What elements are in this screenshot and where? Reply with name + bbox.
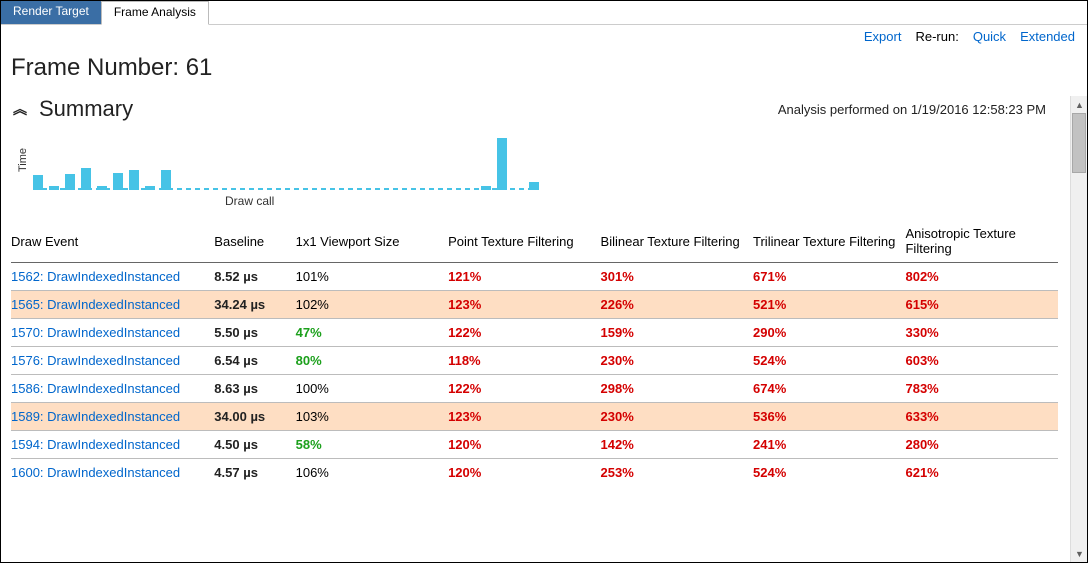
baseline-value: 34.00 µs — [214, 403, 295, 431]
percent-value: 671% — [753, 263, 905, 291]
page-title: Frame Number: 61 — [1, 48, 1087, 96]
percent-value: 524% — [753, 459, 905, 487]
content-panel: ︽ Summary Analysis performed on 1/19/201… — [1, 96, 1070, 562]
rerun-extended-link[interactable]: Extended — [1020, 29, 1075, 44]
percent-value: 123% — [448, 291, 600, 319]
rerun-label: Re-run: — [915, 29, 958, 44]
percent-value: 783% — [905, 375, 1058, 403]
percent-value: 122% — [448, 375, 600, 403]
percent-value: 524% — [753, 347, 905, 375]
percent-value: 118% — [448, 347, 600, 375]
table-row[interactable]: 1589: DrawIndexedInstanced 34.00 µs103%12… — [11, 403, 1058, 431]
chart-xlabel: Draw call — [15, 190, 1070, 216]
baseline-value: 8.63 µs — [214, 375, 295, 403]
draw-event-link[interactable]: 1570: DrawIndexedInstanced — [11, 325, 180, 340]
collapse-icon[interactable]: ︽ — [11, 104, 29, 114]
draw-event-link[interactable]: 1576: DrawIndexedInstanced — [11, 353, 180, 368]
percent-value: 280% — [905, 431, 1058, 459]
scroll-thumb[interactable] — [1072, 113, 1086, 173]
percent-value: 120% — [448, 459, 600, 487]
percent-value: 226% — [601, 291, 753, 319]
time-chart-svg — [29, 130, 539, 190]
baseline-value: 8.52 µs — [214, 263, 295, 291]
percent-value: 301% — [601, 263, 753, 291]
percent-value: 100% — [296, 375, 448, 403]
baseline-value: 4.50 µs — [214, 431, 295, 459]
percent-value: 103% — [296, 403, 448, 431]
table-row[interactable]: 1576: DrawIndexedInstanced 6.54 µs80%118%… — [11, 347, 1058, 375]
scroll-up-icon[interactable]: ▲ — [1071, 96, 1088, 113]
analysis-timestamp: Analysis performed on 1/19/2016 12:58:23… — [778, 102, 1046, 117]
percent-value: 120% — [448, 431, 600, 459]
percent-value: 121% — [448, 263, 600, 291]
tab-frame-analysis[interactable]: Frame Analysis — [101, 1, 209, 25]
column-header[interactable]: Trilinear Texture Filtering — [753, 220, 905, 263]
percent-value: 123% — [448, 403, 600, 431]
vertical-scrollbar[interactable]: ▲ ▼ — [1070, 96, 1087, 562]
percent-value: 536% — [753, 403, 905, 431]
column-header[interactable]: Draw Event — [11, 220, 214, 263]
baseline-value: 34.24 µs — [214, 291, 295, 319]
column-header[interactable]: 1x1 Viewport Size — [296, 220, 448, 263]
toolbar: Export Re-run: Quick Extended — [1, 25, 1087, 48]
percent-value: 298% — [601, 375, 753, 403]
percent-value: 230% — [601, 347, 753, 375]
baseline-value: 5.50 µs — [214, 319, 295, 347]
table-row[interactable]: 1586: DrawIndexedInstanced 8.63 µs100%122… — [11, 375, 1058, 403]
percent-value: 674% — [753, 375, 905, 403]
table-row[interactable]: 1565: DrawIndexedInstanced 34.24 µs102%12… — [11, 291, 1058, 319]
baseline-value: 6.54 µs — [214, 347, 295, 375]
draw-event-link[interactable]: 1589: DrawIndexedInstanced — [11, 409, 180, 424]
column-header[interactable]: Baseline — [214, 220, 295, 263]
percent-value: 122% — [448, 319, 600, 347]
scroll-down-icon[interactable]: ▼ — [1071, 545, 1088, 562]
table-row[interactable]: 1570: DrawIndexedInstanced 5.50 µs47%122%… — [11, 319, 1058, 347]
rerun-quick-link[interactable]: Quick — [973, 29, 1006, 44]
column-header[interactable]: Bilinear Texture Filtering — [601, 220, 753, 263]
summary-title: Summary — [39, 96, 133, 122]
export-link[interactable]: Export — [864, 29, 902, 44]
percent-value: 102% — [296, 291, 448, 319]
chart-ylabel: Time — [15, 130, 29, 190]
percent-value: 101% — [296, 263, 448, 291]
draw-event-link[interactable]: 1594: DrawIndexedInstanced — [11, 437, 180, 452]
table-row[interactable]: 1562: DrawIndexedInstanced 8.52 µs101%121… — [11, 263, 1058, 291]
percent-value: 633% — [905, 403, 1058, 431]
percent-value: 621% — [905, 459, 1058, 487]
tab-render-target[interactable]: Render Target — [1, 1, 101, 24]
percent-value: 802% — [905, 263, 1058, 291]
percent-value: 58% — [296, 431, 448, 459]
percent-value: 253% — [601, 459, 753, 487]
percent-value: 142% — [601, 431, 753, 459]
draw-event-link[interactable]: 1600: DrawIndexedInstanced — [11, 465, 180, 480]
percent-value: 603% — [905, 347, 1058, 375]
percent-value: 159% — [601, 319, 753, 347]
table-row[interactable]: 1600: DrawIndexedInstanced 4.57 µs106%120… — [11, 459, 1058, 487]
baseline-value: 4.57 µs — [214, 459, 295, 487]
percent-value: 47% — [296, 319, 448, 347]
draw-event-link[interactable]: 1565: DrawIndexedInstanced — [11, 297, 180, 312]
time-chart: Time Draw call — [11, 130, 1070, 216]
percent-value: 241% — [753, 431, 905, 459]
percent-value: 521% — [753, 291, 905, 319]
percent-value: 290% — [753, 319, 905, 347]
draw-event-link[interactable]: 1586: DrawIndexedInstanced — [11, 381, 180, 396]
draw-events-table: Draw EventBaseline1x1 Viewport SizePoint… — [11, 220, 1058, 486]
percent-value: 230% — [601, 403, 753, 431]
draw-event-link[interactable]: 1562: DrawIndexedInstanced — [11, 269, 180, 284]
percent-value: 615% — [905, 291, 1058, 319]
tab-bar: Render Target Frame Analysis — [1, 1, 1087, 25]
column-header[interactable]: Point Texture Filtering — [448, 220, 600, 263]
column-header[interactable]: Anisotropic Texture Filtering — [905, 220, 1058, 263]
percent-value: 80% — [296, 347, 448, 375]
percent-value: 330% — [905, 319, 1058, 347]
table-row[interactable]: 1594: DrawIndexedInstanced 4.50 µs58%120%… — [11, 431, 1058, 459]
percent-value: 106% — [296, 459, 448, 487]
